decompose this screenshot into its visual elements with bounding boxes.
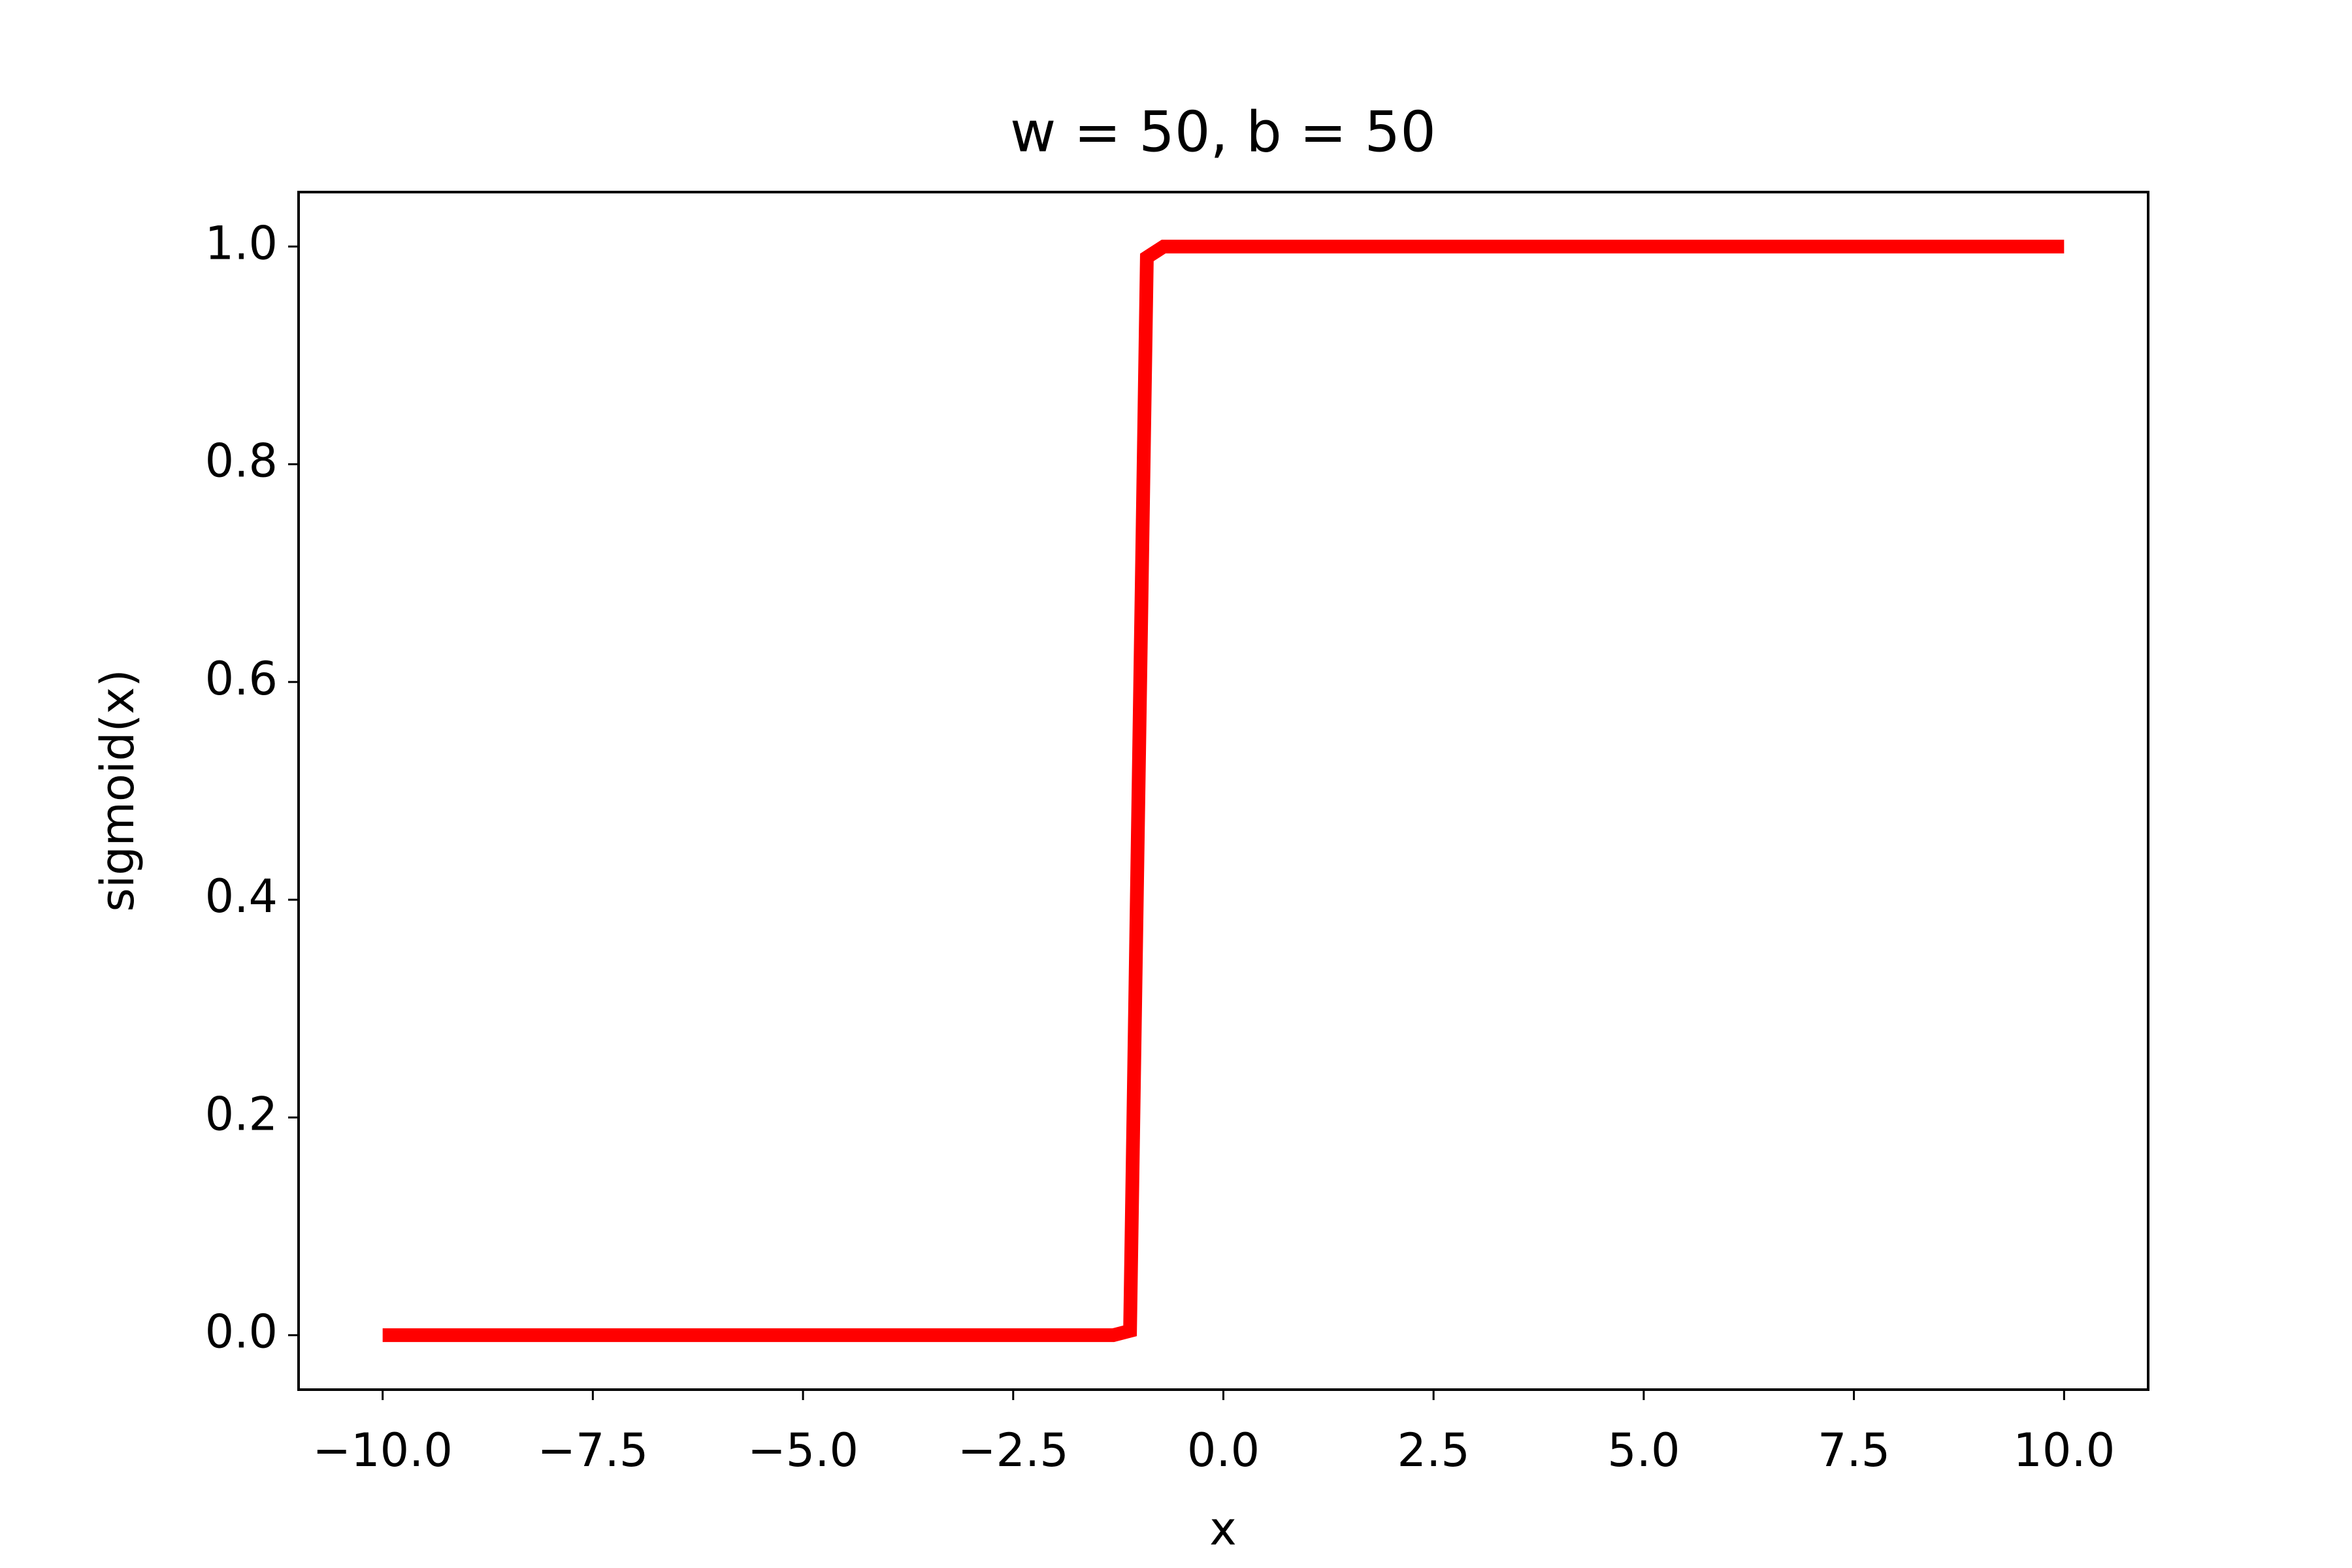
y-tick-label: 0.8 [205,434,278,488]
line [382,239,2065,1343]
x-tick-label: −5.0 [747,1424,858,1477]
chart-title: w = 50, b = 50 [1010,99,1436,165]
x-tick-label: −10.0 [312,1424,453,1477]
plot-frame [297,191,2149,1391]
y-tick-label: 0.4 [205,870,278,923]
y-tick-label: 0.2 [205,1087,278,1141]
y-tick-label: 1.0 [205,216,278,270]
x-tick-label: 7.5 [1818,1424,1890,1477]
x-tick-label: 5.0 [1607,1424,1680,1477]
x-tick-label: 2.5 [1397,1424,1470,1477]
y-tick-label: 0.6 [205,652,278,706]
y-tick-label: 0.0 [205,1305,278,1359]
x-tick-label: −7.5 [537,1424,648,1477]
y-axis-label: sigmoid(x) [91,669,144,911]
x-tick-label: −2.5 [958,1424,1069,1477]
x-axis-label: x [1209,1502,1236,1556]
x-tick-label: 10.0 [2013,1424,2115,1477]
x-tick-label: 0.0 [1187,1424,1260,1477]
